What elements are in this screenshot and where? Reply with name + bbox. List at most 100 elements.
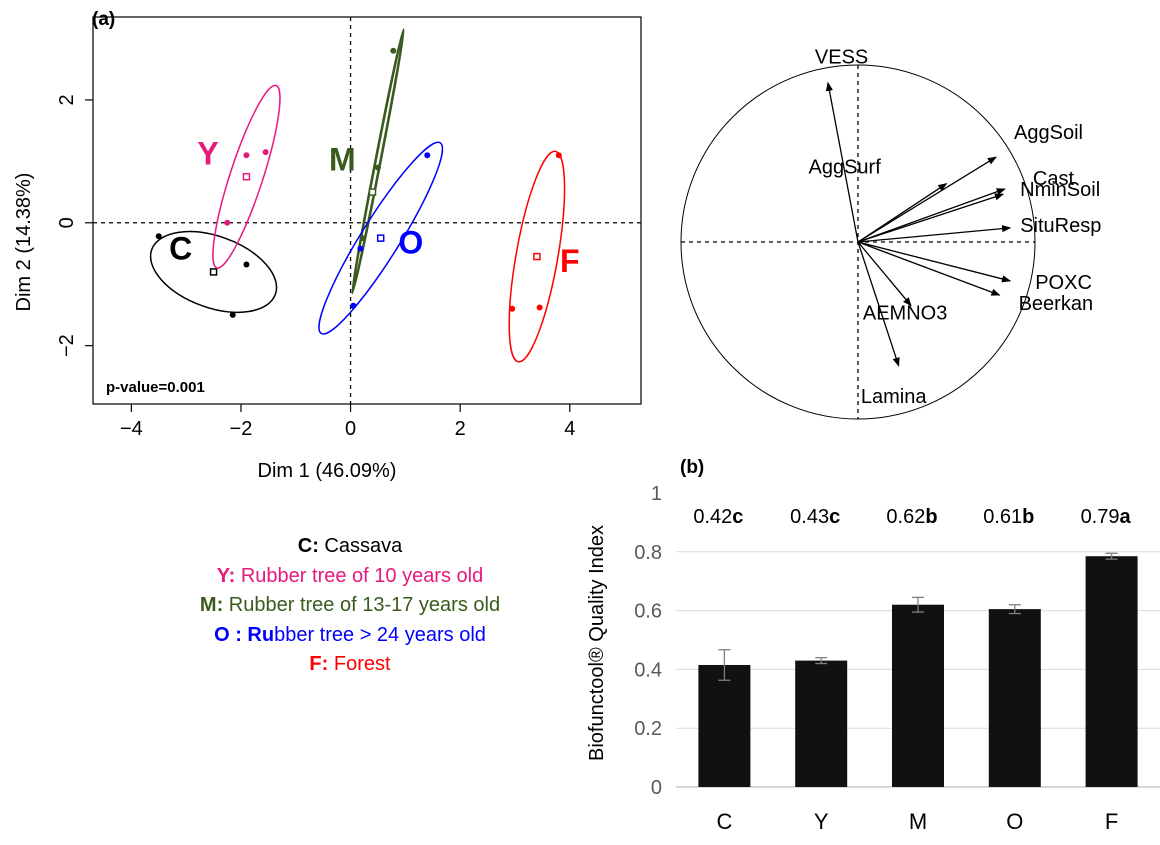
legend-item: O : Rubber tree > 24 years old bbox=[120, 621, 580, 651]
group-label-Y: Y bbox=[197, 135, 218, 171]
bar-value-number: 0.62 bbox=[886, 506, 925, 528]
bar-F bbox=[1085, 556, 1138, 787]
loading-arrow-lamina bbox=[857, 241, 900, 367]
bar-significance-letter: a bbox=[1120, 506, 1132, 528]
legend-key: Y: bbox=[216, 564, 236, 587]
bar-value-label: 0.42c bbox=[693, 506, 743, 528]
loading-arrow-situresp bbox=[857, 224, 1012, 243]
bar-C bbox=[698, 664, 751, 787]
point-group-M bbox=[359, 235, 366, 242]
pca-p-value-annotation: p-value=0.001 bbox=[106, 379, 205, 396]
loading-arrow-poxc bbox=[857, 241, 1012, 283]
point-group-Y bbox=[243, 152, 250, 159]
pca-x-tick-label: −2 bbox=[230, 418, 253, 440]
loading-label-aggsoil: AggSoil bbox=[1014, 122, 1083, 144]
loading-label-aggsurf: AggSurf bbox=[809, 157, 882, 179]
legend-key: M: bbox=[199, 594, 224, 616]
bar-y-tick-label: 0 bbox=[651, 777, 662, 799]
loading-arrow-beerkan bbox=[857, 241, 1001, 296]
bar-y-tick-label: 0.2 bbox=[634, 718, 662, 740]
loading-arrow-cast bbox=[857, 188, 1006, 243]
pca-plot: Dim 1 (46.09%) Dim 2 (14.38%) p-value=0.… bbox=[13, 16, 642, 482]
bar-x-tick-label: O bbox=[1006, 809, 1023, 834]
legend-item: M: Rubber tree of 13-17 years old bbox=[120, 591, 580, 621]
loading-arrow-aggsoil bbox=[857, 156, 997, 243]
legend-item: C: Cassava bbox=[120, 532, 580, 562]
ellipse-group-M bbox=[350, 28, 405, 295]
point-group-Y bbox=[224, 219, 231, 226]
point-group-O bbox=[350, 302, 357, 309]
bar-value-label: 0.62b bbox=[886, 506, 937, 528]
bar-Y bbox=[795, 660, 848, 787]
bar-y-tick-label: 0.6 bbox=[634, 601, 662, 623]
bar-x-tick-label: C bbox=[716, 809, 732, 834]
centroid-group-F bbox=[533, 252, 541, 261]
panel-a-label: (a) bbox=[92, 9, 115, 30]
centroid-group-O bbox=[376, 234, 385, 242]
bar-M bbox=[892, 604, 944, 787]
point-group-F bbox=[509, 305, 516, 312]
pca-x-tick-label: 2 bbox=[455, 418, 466, 440]
point-group-C bbox=[229, 311, 236, 318]
legend-item: Y: Rubber tree of 10 years old bbox=[120, 562, 580, 592]
pca-x-axis-label: Dim 1 (46.09%) bbox=[258, 460, 397, 482]
pca-x-tick-label: 0 bbox=[345, 418, 356, 440]
pca-x-tick-label: 4 bbox=[564, 418, 575, 440]
pca-frame bbox=[92, 16, 642, 405]
legend-text: Rubber tree of 10 years old bbox=[235, 564, 484, 587]
pca-y-tick-label: −2 bbox=[56, 334, 78, 357]
bar-value-label: 0.43c bbox=[790, 506, 840, 528]
loading-arrow-aggsurf bbox=[857, 183, 948, 243]
legend-item: F: Forest bbox=[120, 650, 580, 680]
bar-value-number: 0.43 bbox=[790, 506, 829, 528]
point-group-O bbox=[424, 152, 431, 159]
centroid-group-C bbox=[209, 268, 218, 276]
point-group-F bbox=[536, 304, 543, 311]
bar-value-label: 0.79a bbox=[1081, 506, 1132, 528]
point-group-Y bbox=[262, 149, 269, 156]
point-group-F bbox=[555, 152, 562, 159]
legend-key: O : Ru bbox=[214, 623, 275, 646]
centroid-group-Y bbox=[242, 172, 251, 181]
bar-x-tick-label: Y bbox=[814, 809, 829, 834]
loading-label-poxc: POXC bbox=[1035, 272, 1092, 294]
loading-arrow-vess bbox=[825, 81, 859, 243]
point-group-M bbox=[374, 164, 381, 171]
loading-arrow-aemno3 bbox=[857, 241, 912, 307]
bar-y-tick-label: 0.4 bbox=[634, 659, 662, 681]
pca-y-axis-label: Dim 2 (14.38%) bbox=[13, 173, 35, 312]
bar-significance-letter: c bbox=[829, 506, 840, 528]
bar-y-tick-label: 1 bbox=[651, 483, 662, 505]
bar-significance-letter: c bbox=[732, 506, 743, 528]
bar-y-axis-label: Biofunctool® Quality Index bbox=[586, 525, 608, 761]
bar-x-tick-label: F bbox=[1105, 809, 1118, 834]
loading-label-aemno3: AEMNO3 bbox=[863, 303, 947, 325]
bar-chart: Biofunctool® Quality Index 0 0.2 0.4 0.6 0.8… bbox=[586, 483, 1160, 834]
point-group-O bbox=[357, 245, 364, 252]
panel-b-label: (b) bbox=[680, 457, 704, 478]
bar-y-tick-label: 0.8 bbox=[634, 542, 662, 564]
bar-significance-letter: b bbox=[1022, 506, 1034, 528]
loading-arrow-nminsoil bbox=[857, 193, 1005, 243]
bar-significance-letter: b bbox=[925, 506, 937, 528]
pca-y-tick-label: 0 bbox=[56, 217, 78, 228]
ellipse-group-C bbox=[149, 230, 278, 314]
group-label-M: M bbox=[329, 142, 356, 178]
loading-label-situresp: SituResp bbox=[1020, 215, 1101, 237]
ellipse-group-Y bbox=[212, 84, 281, 269]
group-label-O: O bbox=[398, 225, 423, 261]
legend-text: Rubber tree of 13-17 years old bbox=[223, 594, 501, 616]
bar-value-number: 0.79 bbox=[1081, 506, 1120, 528]
loading-label-lamina: Lamina bbox=[861, 386, 927, 408]
legend-key: F: bbox=[309, 653, 329, 675]
loading-label-beerkan: Beerkan bbox=[1019, 293, 1094, 315]
bar-O bbox=[988, 609, 1041, 787]
group-label-F: F bbox=[560, 243, 580, 279]
bar-value-label: 0.61b bbox=[983, 506, 1034, 528]
pca-x-tick-label: −4 bbox=[120, 418, 143, 440]
ellipse-group-F bbox=[508, 150, 566, 363]
bar-value-number: 0.61 bbox=[983, 506, 1022, 528]
legend-text: Cassava bbox=[318, 535, 403, 557]
